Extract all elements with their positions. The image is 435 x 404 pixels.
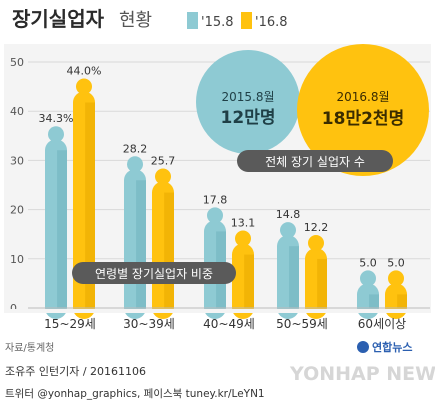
value-label: 34.3% bbox=[39, 112, 74, 125]
y-tick-label: 40 bbox=[10, 105, 24, 118]
total-2016-bubble bbox=[297, 44, 429, 176]
bar-2015 bbox=[45, 126, 67, 319]
x-tick-label: 50~59세 bbox=[276, 317, 328, 331]
bar-head bbox=[155, 168, 171, 185]
value-label: 28.2 bbox=[123, 142, 148, 155]
total-2015-value: 12만명 bbox=[221, 108, 276, 128]
total-caption: 전체 장기 실업자 수 bbox=[265, 155, 365, 169]
bar-shade bbox=[244, 254, 254, 308]
value-label: 5.0 bbox=[359, 256, 377, 269]
bar-shade bbox=[317, 258, 327, 308]
total-2016-label: 2016.8월 bbox=[336, 90, 389, 104]
legend-swatch-2016 bbox=[241, 12, 252, 29]
brand-logo-text: 연합뉴스 bbox=[372, 340, 412, 354]
x-axis: 15~29세 30~39세 40~49세 50~59세 60세이상 bbox=[44, 317, 406, 331]
brand-logo: 연합뉴스 bbox=[357, 340, 412, 354]
value-label: 14.8 bbox=[276, 208, 301, 221]
x-tick-label: 60세이상 bbox=[358, 317, 406, 331]
bar-head bbox=[207, 207, 223, 224]
brand-logo-icon bbox=[357, 341, 369, 353]
bar-head bbox=[127, 156, 143, 173]
x-tick-label: 40~49세 bbox=[203, 317, 255, 331]
total-2016-value: 18만2천명 bbox=[322, 109, 404, 129]
bar-shade bbox=[369, 294, 379, 308]
y-tick-label: 10 bbox=[10, 253, 24, 266]
value-label: 13.1 bbox=[231, 217, 256, 230]
x-tick-label: 15~29세 bbox=[44, 317, 96, 331]
y-tick-label: 50 bbox=[10, 56, 24, 69]
value-label: 12.2 bbox=[304, 221, 329, 234]
total-caption-box bbox=[237, 150, 393, 172]
value-label: 44.0% bbox=[67, 65, 102, 78]
x-tick-label: 30~39세 bbox=[123, 317, 175, 331]
value-label: 17.8 bbox=[203, 193, 228, 206]
sns-line: 트위터 @yonhap_graphics, 페이스북 tuney.kr/LeYN… bbox=[5, 387, 265, 400]
legend-swatch-2015 bbox=[187, 12, 198, 29]
bar-shade bbox=[164, 192, 174, 308]
source-label: 자료/통계청 bbox=[5, 342, 54, 354]
bar-shade bbox=[85, 102, 95, 309]
bar-shade bbox=[289, 246, 299, 308]
bar-shade bbox=[57, 150, 67, 308]
bar-layer bbox=[4, 78, 431, 320]
value-label: 25.7 bbox=[151, 155, 176, 168]
baseline-mask bbox=[4, 309, 431, 313]
y-axis: 0 10 20 30 40 50 bbox=[10, 56, 24, 315]
total-2015-bubble bbox=[196, 50, 300, 154]
value-labels: 34.3% 44.0% 28.225.7 17.813.1 14.812.2 5.0 5.0 bbox=[39, 65, 405, 270]
chart-title: 장기실업자 bbox=[12, 7, 105, 31]
bar-head bbox=[280, 222, 296, 239]
bar-2015 bbox=[124, 156, 146, 319]
watermark: YONHAP NEWS bbox=[289, 363, 435, 385]
y-tick-label: 20 bbox=[10, 204, 24, 217]
bar-head bbox=[76, 78, 92, 95]
bar-head bbox=[308, 234, 324, 251]
bar-2016 bbox=[232, 230, 254, 319]
total-2015-label: 2015.8월 bbox=[221, 90, 274, 104]
bar-head bbox=[388, 270, 404, 287]
chart-title-light: 현황 bbox=[119, 10, 152, 31]
bar-head bbox=[235, 230, 251, 247]
bar-shade bbox=[136, 180, 146, 308]
bar-head bbox=[360, 270, 376, 287]
value-label: 5.0 bbox=[387, 256, 405, 269]
bar-head bbox=[48, 126, 64, 143]
y-tick-label: 30 bbox=[10, 154, 24, 167]
bar-shade bbox=[397, 294, 407, 308]
legend-label-2016: '16.8 bbox=[255, 15, 288, 30]
bar-2016 bbox=[305, 234, 327, 319]
credit-line: 조유주 인턴기자 / 20161106 bbox=[5, 365, 146, 378]
bar-2016 bbox=[152, 168, 174, 319]
bar-2015 bbox=[277, 222, 299, 319]
y-tick-label: 0 bbox=[10, 302, 17, 315]
legend-label-2015: '15.8 bbox=[201, 15, 234, 30]
annotation-box bbox=[72, 262, 236, 284]
annotation-text: 연령별 장기실업자 비중 bbox=[95, 267, 213, 281]
